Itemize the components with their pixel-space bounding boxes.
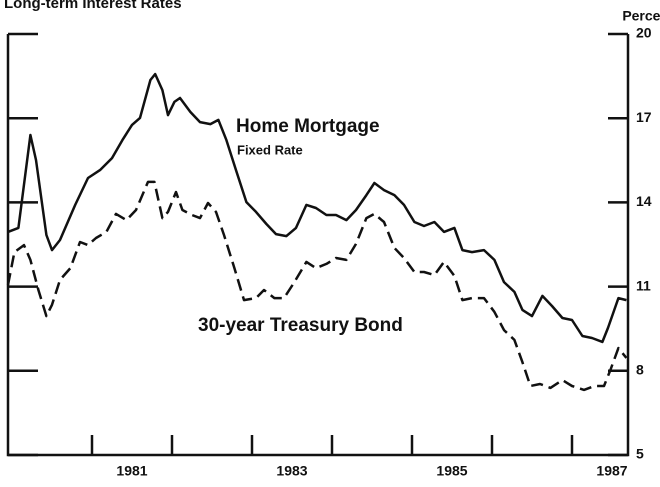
x-tick-label: 1985 [436, 463, 467, 479]
y-tick-label: 14 [636, 193, 652, 209]
y-tick-label: 8 [636, 362, 644, 378]
x-tick-label: 1983 [276, 463, 307, 479]
x-tick-label: 1987 [596, 463, 627, 479]
y-tick-label: 20 [636, 25, 652, 41]
axis-frame [6, 34, 630, 457]
x-tick-label: 1981 [116, 463, 147, 479]
chart-title: Long-term Interest Rates [4, 0, 182, 12]
y-axis-label: Percent [622, 8, 660, 24]
series-label: Home Mortgage [236, 116, 380, 137]
series-line [6, 180, 628, 392]
y-tick-label: 5 [636, 446, 644, 462]
y-tick-label: 17 [636, 109, 652, 125]
series-label: 30-year Treasury Bond [198, 315, 403, 336]
series-line [7, 72, 627, 344]
y-tick-label: 11 [636, 277, 651, 293]
annotation: Fixed Rate [237, 142, 303, 157]
